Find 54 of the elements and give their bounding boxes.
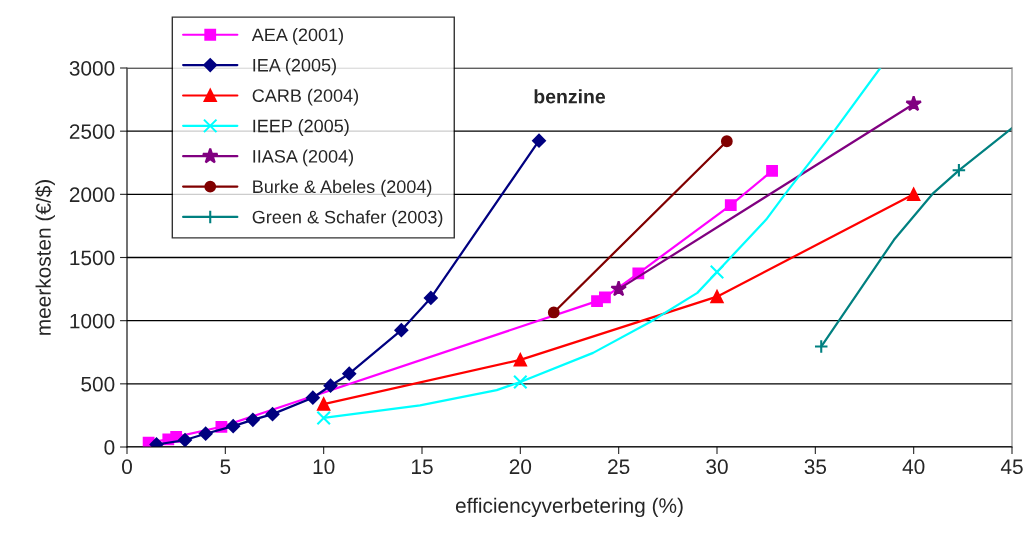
point	[951, 163, 967, 178]
x-tick-label: 40	[902, 459, 925, 475]
point	[265, 407, 280, 422]
point	[323, 378, 338, 393]
point	[513, 353, 527, 367]
point	[423, 290, 438, 305]
legend-label: IEA (2005)	[253, 58, 336, 76]
point	[178, 433, 192, 447]
point	[226, 419, 241, 434]
y-tick-label: 0	[104, 440, 115, 455]
legend-label: IEEP (2005)	[253, 119, 349, 136]
y-tick-label: 1000	[70, 313, 115, 329]
point	[547, 306, 560, 319]
point	[305, 390, 320, 405]
x-tick-label: 35	[804, 459, 827, 475]
legend-label: AEA (2001)	[251, 27, 343, 45]
x-tick-label: 45	[1000, 459, 1023, 475]
y-tick-label: 3000	[69, 61, 115, 76]
point	[599, 291, 611, 304]
text: benzine	[534, 89, 606, 104]
point	[316, 410, 331, 426]
x-tick-label: 30	[706, 459, 728, 475]
point	[513, 374, 528, 390]
point	[813, 339, 829, 354]
point	[905, 95, 922, 112]
y-tick-label: 2500	[69, 124, 115, 139]
point	[710, 290, 724, 304]
point	[245, 412, 260, 427]
legend-label: Burke & Abeles (2004)	[253, 179, 432, 197]
x-tick-label: 15	[412, 459, 433, 475]
x-tick-label: 25	[608, 459, 630, 475]
x-tick-label: 0	[122, 459, 132, 475]
point	[720, 135, 733, 148]
x-tick-label: 20	[509, 459, 532, 475]
point	[198, 426, 213, 441]
point	[907, 187, 921, 201]
point	[342, 366, 357, 381]
point	[610, 280, 627, 297]
x-axis-title: efficiencyverbetering (%)	[455, 497, 683, 518]
legend-label: CARB (2004)	[252, 88, 359, 106]
point	[766, 165, 778, 177]
point	[394, 323, 409, 338]
x-tick-label: 5	[220, 459, 231, 475]
legend-label: IIASA (2004)	[253, 149, 354, 167]
y-tick-label: 500	[81, 376, 115, 392]
point	[724, 199, 737, 211]
point	[709, 264, 725, 280]
x-tick-label: 10	[313, 459, 335, 475]
y-axis-title: meerkosten (€/$)	[35, 180, 55, 335]
point	[317, 397, 331, 411]
y-tick-label: 2000	[69, 187, 115, 203]
y-tick-label: 1500	[70, 250, 115, 266]
legend-label: Green & Schafer (2003)	[252, 210, 443, 228]
point	[532, 133, 546, 148]
